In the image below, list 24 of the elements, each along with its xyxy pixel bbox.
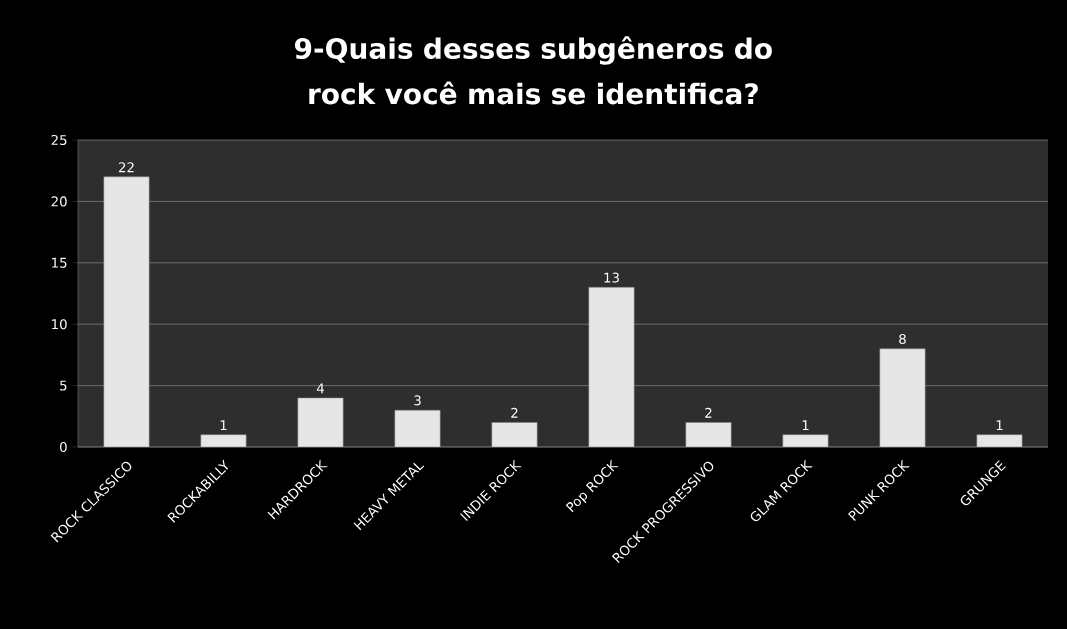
y-tick-label: 10 (52, 319, 67, 330)
data-label: 13 (604, 272, 619, 283)
bar (879, 348, 926, 447)
y-tick-label: 25 (51, 134, 67, 146)
bar (103, 176, 150, 447)
y-tick-label: 20 (51, 196, 67, 207)
data-label: 3 (414, 395, 421, 406)
data-label: 22 (119, 162, 134, 173)
data-label: 2 (511, 407, 518, 418)
bar (685, 422, 732, 447)
data-label: 8 (899, 333, 906, 345)
bar (588, 287, 635, 447)
chart-title: 9-Quais desses subgêneros do rock você mais se identifica? (294, 36, 772, 105)
data-label: 1 (996, 420, 1003, 431)
y-tick-label: 0 (60, 441, 67, 453)
y-tick-label: 15 (52, 257, 67, 268)
y-tick-label: 5 (60, 380, 67, 391)
data-label: 1 (220, 420, 227, 431)
data-label: 2 (705, 407, 712, 418)
bar (491, 422, 538, 447)
data-label: 1 (802, 420, 809, 431)
bar (394, 410, 441, 447)
bar (297, 397, 344, 447)
data-label: 4 (316, 383, 324, 394)
